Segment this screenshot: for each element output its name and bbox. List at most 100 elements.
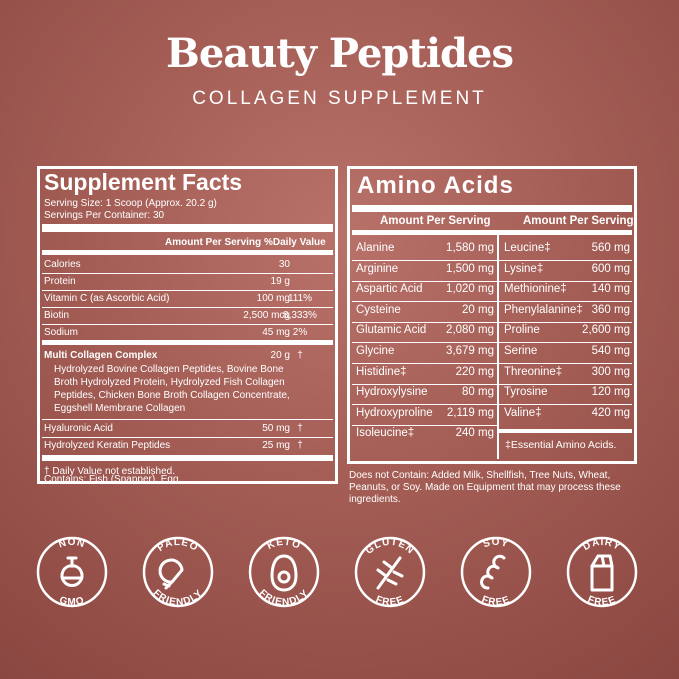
nutrient-name: Protein: [44, 276, 76, 287]
divider: [499, 342, 632, 344]
column-divider: [497, 235, 499, 459]
badge: PALEO FRIENDLY: [142, 536, 214, 609]
amino-amount: 2,600 mg: [582, 324, 630, 337]
amino-footnote: ‡Essential Amino Acids.: [505, 439, 617, 451]
amino-amount: 220 mg: [455, 365, 494, 378]
divider: [499, 429, 632, 433]
contains: Contains: Fish (Snapper), Egg.: [44, 474, 182, 485]
amino-name: Leucine‡: [504, 242, 551, 254]
nutrient-dv: 8,333%: [283, 310, 317, 321]
amino-amount: 1,500 mg: [446, 262, 494, 275]
badge-ring: [460, 536, 532, 608]
complex-description: Hydrolyzed Bovine Collagen Peptides, Bov…: [54, 364, 290, 414]
badge-icon: [158, 558, 184, 590]
nutrient-amount: 50 mg: [262, 423, 290, 434]
supplement-facts-title: Supplement Facts: [44, 169, 243, 195]
amino-name: Threonine‡: [504, 365, 563, 378]
divider: [42, 307, 333, 308]
divider: [352, 260, 497, 261]
divider: [42, 250, 333, 255]
amino-amount: 120 mg: [591, 386, 630, 399]
nutrient-amount: 45 mg: [262, 327, 290, 338]
amino-amount: 20 mg: [462, 303, 494, 316]
amino-name: Glycine: [356, 345, 395, 357]
amino-name: Methionine‡: [504, 283, 567, 296]
badge-top-label: DAIRY: [581, 537, 622, 553]
divider: [499, 280, 632, 282]
badge-bottom-label: GMO: [58, 595, 85, 608]
disclaimer: Does not Contain: Added Milk, Shellfish,…: [349, 470, 621, 505]
badge-bottom: FRIENDLY: [151, 588, 206, 609]
badge-top: PALEO: [156, 537, 201, 554]
badge-ring: [36, 536, 108, 608]
divider: [42, 273, 333, 274]
amino-amount: 80 mg: [462, 386, 494, 399]
badge-icon: [270, 554, 298, 592]
divider: [352, 404, 497, 406]
nutrient-name: Vitamin C (as Ascorbic Acid): [44, 293, 170, 304]
amino-name: Cysteine: [356, 303, 401, 316]
amino-name: Glutamic Acid: [356, 324, 427, 337]
divider: [42, 437, 333, 438]
nutrient-name: Sodium: [44, 327, 78, 338]
badge-ring: [354, 536, 426, 608]
nutrient-amount: 19 g: [270, 276, 290, 287]
amino-amount: 140 mg: [591, 283, 630, 296]
divider: [42, 290, 333, 291]
divider: [499, 321, 632, 323]
amino-amount: 540 mg: [591, 345, 630, 357]
divider: [42, 340, 333, 345]
nutrient-name: Calories: [44, 259, 81, 270]
badge-ring: [142, 536, 214, 608]
divider: [352, 280, 497, 282]
amino-amount: 1,580 mg: [446, 242, 494, 254]
column-header: Amount Per Serving: [523, 215, 634, 227]
badge-icon: [590, 554, 614, 592]
nutrient-amount: 25 mg: [262, 440, 290, 451]
nutrient-name: Hydrolyzed Keratin Peptides: [44, 440, 171, 451]
nutrient-amount: 2,500 mcg: [243, 310, 290, 321]
divider: [352, 230, 632, 235]
divider: [42, 419, 333, 420]
serving-size: Serving Size: 1 Scoop (Approx. 20.2 g): [44, 198, 217, 209]
amino-amount: 360 mg: [591, 303, 630, 316]
amino-name: Hydroxylysine: [356, 386, 428, 399]
title: Beauty Peptides: [166, 30, 514, 77]
badge-icon: [376, 556, 404, 590]
badge-icon: [480, 554, 506, 590]
badge-top-label: SOY: [482, 537, 509, 550]
subtitle: COLLAGEN SUPPLEMENT: [192, 88, 487, 109]
badge-ring: [248, 536, 320, 608]
complex-dv: †: [297, 350, 303, 361]
amino-amount: 3,679 mg: [446, 345, 494, 357]
badge-top: GLUTEN: [364, 537, 416, 557]
servings: Servings Per Container: 30: [44, 210, 165, 221]
amino-name: Histidine‡: [356, 365, 407, 378]
column-header: %Daily Value: [264, 237, 326, 248]
divider: [352, 383, 497, 385]
divider: [42, 224, 333, 232]
badge: NON GMO: [36, 536, 108, 608]
amino-amount: 1,020 mg: [446, 283, 494, 296]
divider: [352, 301, 497, 303]
amino-name: Arginine: [356, 262, 399, 275]
amino-amount: 560 mg: [591, 242, 630, 254]
nutrient-amount: 30: [278, 259, 290, 270]
nutrient-name: Hyaluronic Acid: [44, 423, 113, 434]
amino-name: Serine: [504, 345, 538, 357]
amino-name: Phenylalanine‡: [504, 303, 583, 316]
footnote: † Daily Value not established.: [44, 466, 176, 477]
badge-top: DAIRY: [581, 537, 623, 553]
divider: [352, 363, 497, 364]
badge-top-label: PALEO: [156, 537, 200, 554]
amino-amount: 240 mg: [455, 427, 494, 440]
nutrient-dv: 2%: [292, 327, 308, 338]
amino-name: Valine‡: [504, 406, 542, 419]
badge-ring: [566, 536, 638, 608]
divider: [42, 324, 333, 325]
badge-bottom: GMO: [58, 595, 86, 608]
